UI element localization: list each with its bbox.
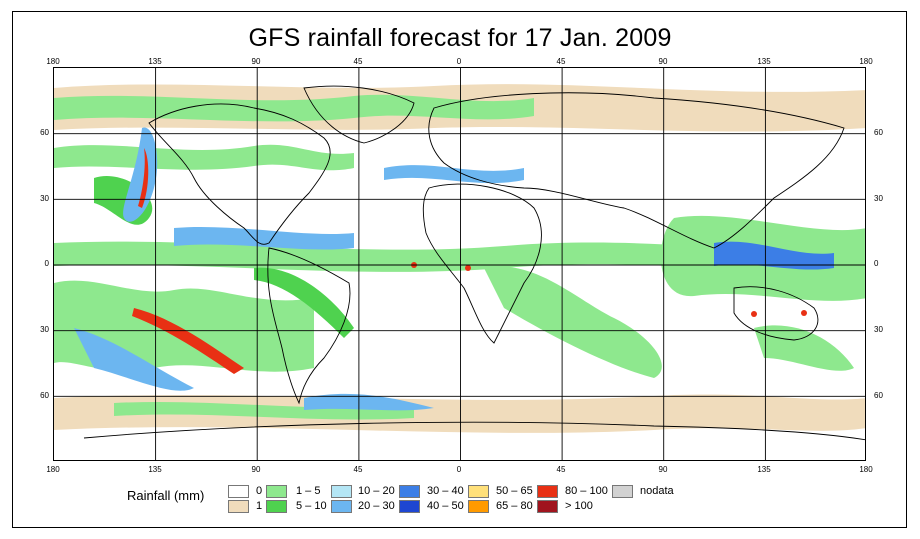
legend-title: Rainfall (mm) — [127, 488, 205, 503]
lon-tick-bottom: 90 — [658, 465, 668, 474]
rainfall-field — [54, 84, 865, 433]
lat-tick-right: 60 — [874, 391, 883, 400]
legend-swatch — [228, 485, 249, 498]
legend-swatch — [228, 500, 249, 513]
legend-swatch — [331, 485, 352, 498]
coastlines — [83, 85, 865, 441]
legend-swatch — [266, 500, 287, 513]
lon-tick-bottom: 45 — [353, 465, 363, 474]
lon-tick-bottom: 90 — [251, 465, 261, 474]
lat-tick-left: 0 — [44, 259, 49, 268]
graticule — [54, 68, 865, 460]
lon-tick-top: 45 — [353, 57, 363, 66]
legend-swatch — [537, 500, 558, 513]
lon-tick-top: 45 — [556, 57, 566, 66]
legend-label: 65 – 80 — [496, 500, 533, 512]
legend-swatch — [468, 500, 489, 513]
legend-label: 20 – 30 — [358, 500, 395, 512]
lon-tick-bottom: 0 — [456, 465, 462, 474]
lon-tick-top: 180 — [46, 57, 60, 66]
lat-tick-right: 0 — [874, 259, 879, 268]
lat-tick-right: 30 — [874, 325, 883, 334]
lon-tick-top: 135 — [757, 57, 771, 66]
legend-label: 80 – 100 — [565, 485, 608, 497]
lat-tick-left: 30 — [40, 194, 49, 203]
legend-swatch — [537, 485, 558, 498]
lon-tick-bottom: 180 — [859, 465, 873, 474]
legend-label: 1 — [256, 500, 263, 512]
lon-tick-bottom: 180 — [46, 465, 60, 474]
legend-label: nodata — [640, 485, 674, 497]
legend-swatch — [612, 485, 633, 498]
rainfall-map — [53, 67, 866, 461]
legend-label: 0 — [256, 485, 263, 497]
lon-tick-bottom: 135 — [757, 465, 771, 474]
lon-tick-top: 135 — [148, 57, 162, 66]
lon-tick-top: 180 — [859, 57, 873, 66]
legend-label: 10 – 20 — [358, 485, 395, 497]
lon-tick-top: 0 — [456, 57, 462, 66]
lat-tick-right: 60 — [874, 128, 883, 137]
legend-swatch — [331, 500, 352, 513]
lat-tick-left: 60 — [40, 128, 49, 137]
legend-label: 1 – 5 — [296, 485, 321, 497]
map-canvas — [54, 68, 865, 460]
lat-tick-left: 30 — [40, 325, 49, 334]
legend-label: 30 – 40 — [427, 485, 464, 497]
lat-tick-left: 60 — [40, 391, 49, 400]
legend-swatch — [266, 485, 287, 498]
figure-frame — [12, 11, 907, 528]
legend-swatch — [468, 485, 489, 498]
legend-swatch — [399, 500, 420, 513]
legend-label: 50 – 65 — [496, 485, 533, 497]
lat-tick-right: 30 — [874, 194, 883, 203]
map-title: GFS rainfall forecast for 17 Jan. 2009 — [248, 24, 672, 52]
legend-label: 40 – 50 — [427, 500, 464, 512]
lon-tick-top: 90 — [251, 57, 261, 66]
lon-tick-top: 90 — [658, 57, 668, 66]
legend-swatch — [399, 485, 420, 498]
lon-tick-bottom: 135 — [148, 465, 162, 474]
legend-label: > 100 — [565, 500, 593, 512]
lon-tick-bottom: 45 — [556, 465, 566, 474]
legend-label: 5 – 10 — [296, 500, 327, 512]
